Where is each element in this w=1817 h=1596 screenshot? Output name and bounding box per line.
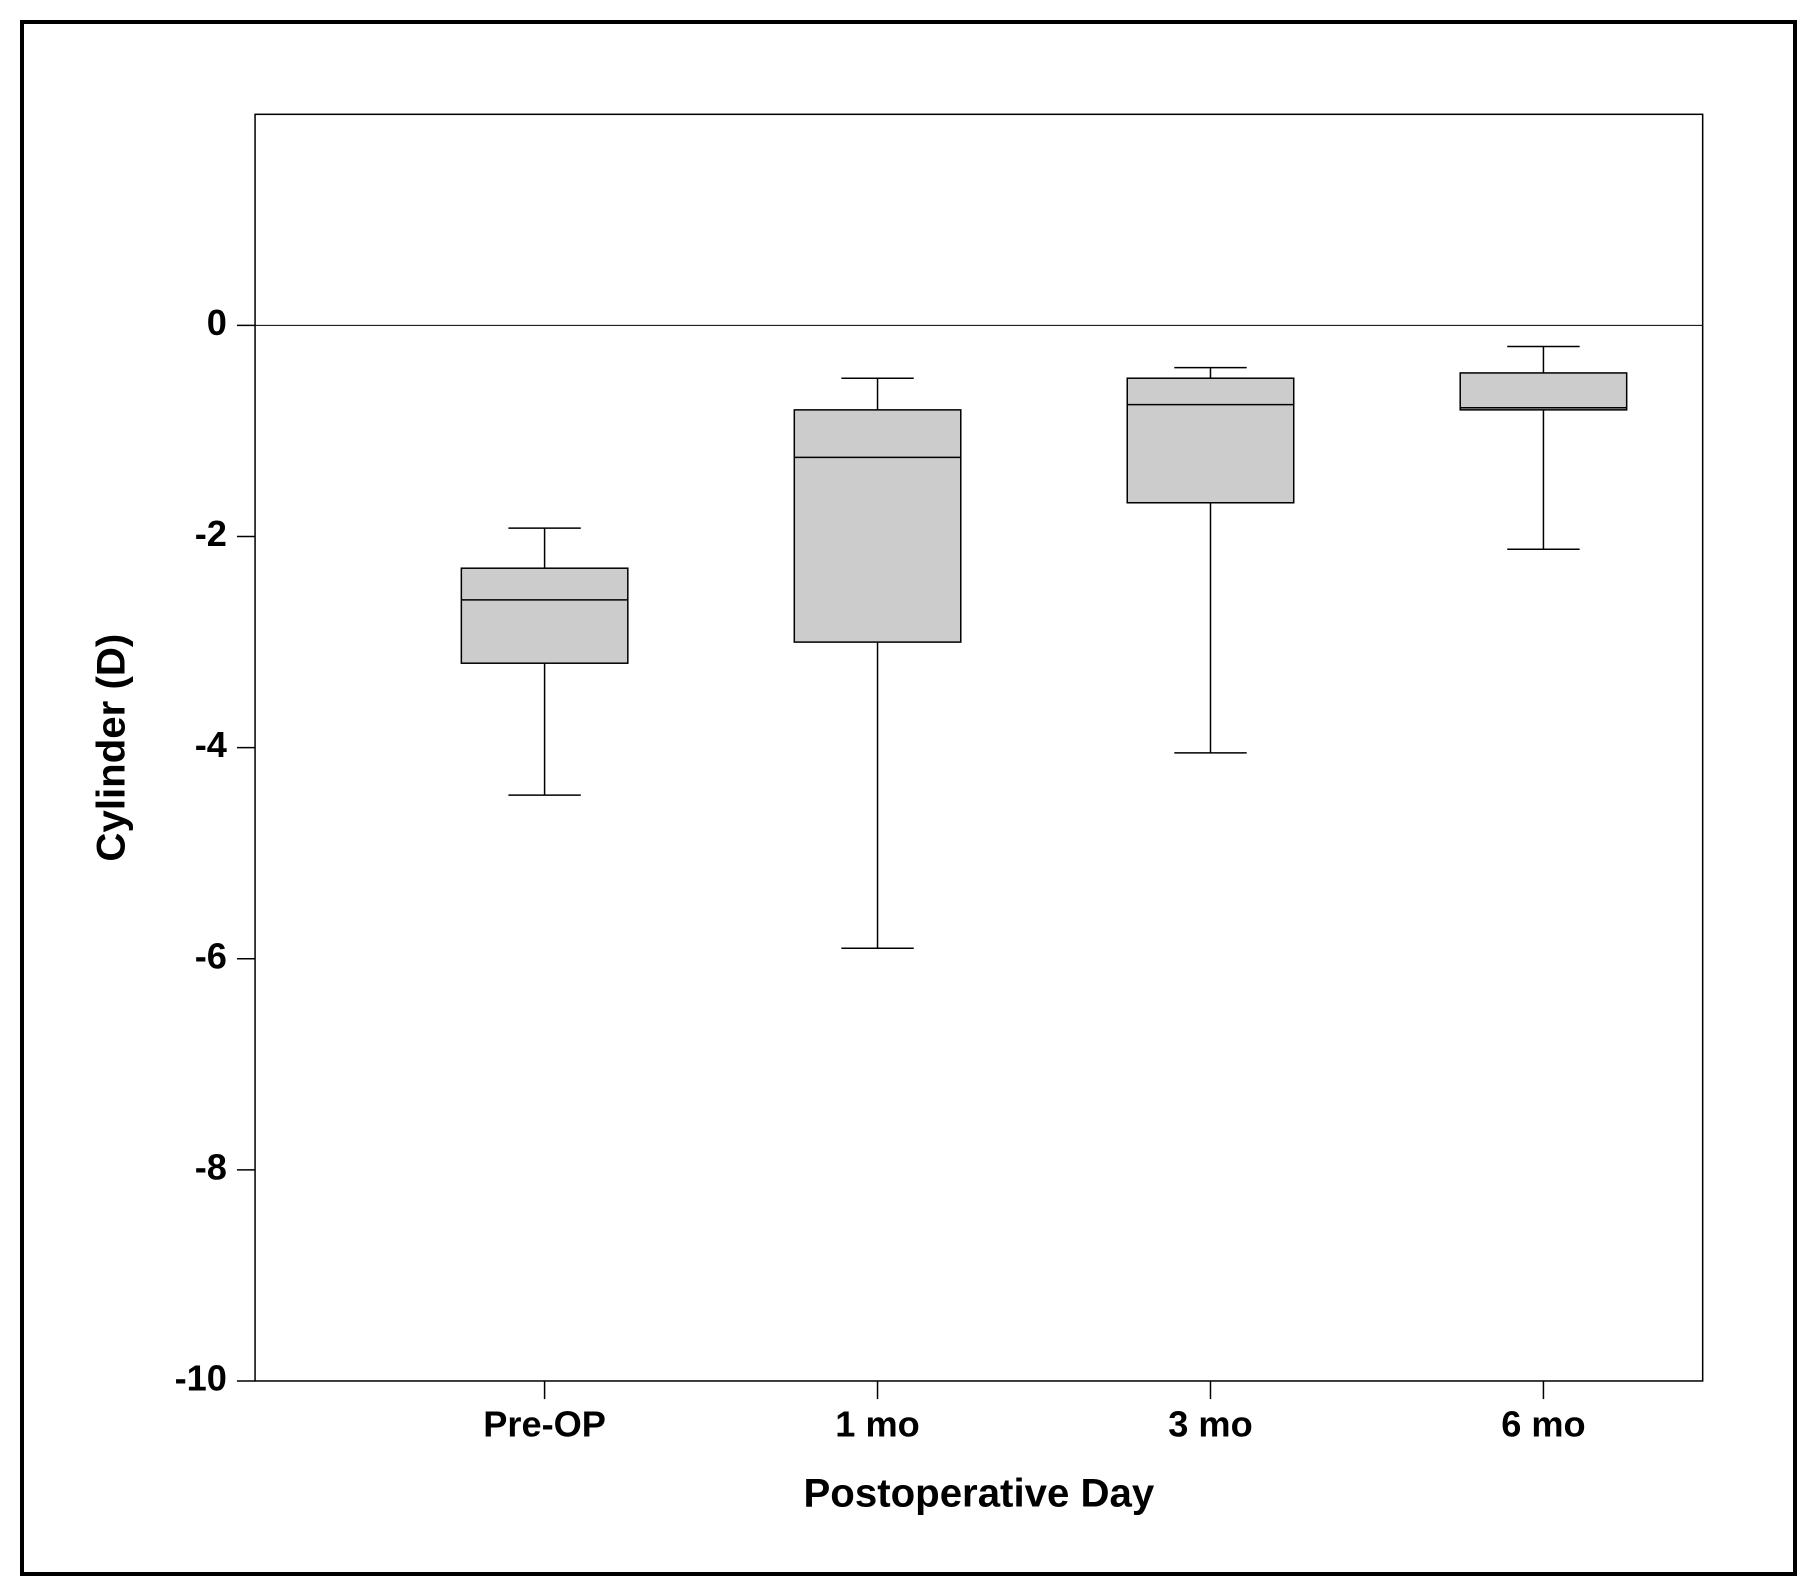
x-tick-label: 3 mo	[1168, 1403, 1252, 1444]
chart-frame: -10 -8 -6 -4 -2 0 Pre-OP 1 mo 3 mo 6 mo Postoperat…	[20, 20, 1797, 1576]
y-tick-label: -10	[175, 1358, 227, 1399]
y-tick-label: -2	[195, 513, 227, 554]
box	[461, 568, 627, 663]
box	[1460, 373, 1626, 410]
box	[1127, 378, 1293, 503]
y-tick-label: -8	[195, 1146, 227, 1187]
y-axis-label: Cylinder (D)	[88, 634, 133, 862]
x-tick-label: 1 mo	[835, 1403, 919, 1444]
boxplot-chart: -10 -8 -6 -4 -2 0 Pre-OP 1 mo 3 mo 6 mo Postoperat…	[54, 54, 1763, 1542]
box	[794, 410, 960, 642]
y-tick-label: 0	[207, 302, 227, 343]
x-tick-label: Pre-OP	[483, 1403, 606, 1444]
y-tick-label: -6	[195, 935, 227, 976]
y-tick-label: -4	[195, 724, 227, 765]
x-axis-label: Postoperative Day	[803, 1471, 1154, 1516]
x-tick-label: 6 mo	[1501, 1403, 1585, 1444]
